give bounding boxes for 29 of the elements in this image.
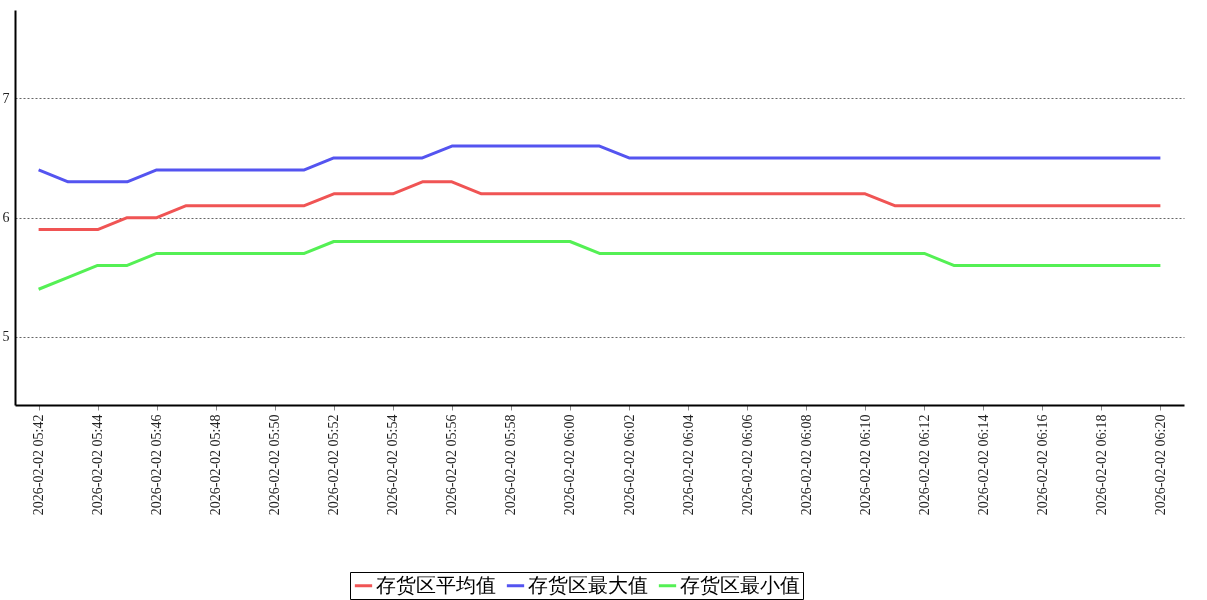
x-tick-label: 2026-02-02 05:52 — [326, 414, 342, 516]
x-tick-label: 2026-02-02 06:20 — [1152, 414, 1168, 516]
y-tick-label: 5 — [2, 329, 10, 345]
x-tick-label: 2026-02-02 06:08 — [798, 414, 814, 516]
legend-label: 存货区最大值 — [528, 573, 648, 596]
x-tick-label: 2026-02-02 06:02 — [621, 414, 637, 516]
line-series — [37, 180, 1162, 232]
y-tick-label: 6 — [2, 210, 10, 226]
legend-label: 存货区最小值 — [680, 573, 800, 596]
x-tick-label: 2026-02-02 06:04 — [680, 414, 696, 516]
x-tick-label: 2026-02-02 05:56 — [444, 414, 460, 516]
x-tick-label: 2026-02-02 06:14 — [975, 414, 991, 516]
x-tick-label: 2026-02-02 05:44 — [90, 414, 106, 516]
line-series — [37, 144, 1162, 184]
x-tick-label: 2026-02-02 06:10 — [857, 414, 873, 516]
x-tick-label: 2026-02-02 06:12 — [916, 414, 932, 516]
x-tick-label: 2026-02-02 05:54 — [385, 414, 401, 516]
x-tick-label: 2026-02-02 06:16 — [1034, 414, 1050, 516]
x-tick-label: 2026-02-02 05:58 — [503, 414, 519, 516]
y-tick-label: 7 — [2, 90, 10, 106]
legend-label: 存货区平均值 — [376, 573, 496, 596]
line-series — [37, 240, 1162, 291]
x-tick-label: 2026-02-02 05:46 — [149, 414, 165, 516]
x-tick-label: 2026-02-02 06:00 — [562, 414, 578, 516]
x-tick-label: 2026-02-02 05:48 — [208, 414, 224, 516]
x-tick-label: 2026-02-02 06:18 — [1093, 414, 1109, 516]
x-tick-label: 2026-02-02 06:06 — [739, 414, 755, 516]
x-tick-label: 2026-02-02 05:50 — [267, 414, 283, 516]
x-tick-label: 2026-02-02 05:42 — [31, 414, 47, 516]
